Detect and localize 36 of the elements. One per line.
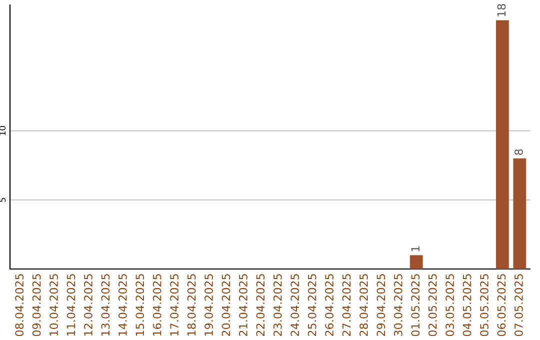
- x-tick-label: 07.05.2025: [514, 274, 523, 336]
- x-tick-label: 04.05.2025: [462, 274, 472, 336]
- bar: [513, 158, 526, 269]
- x-tick-label: 19.04.2025: [204, 274, 213, 336]
- x-tick-label: 13.04.2025: [101, 274, 110, 336]
- x-tick-label: 17.04.2025: [170, 274, 179, 336]
- x-tick-label: 16.04.2025: [152, 274, 162, 336]
- x-tick-label: 26.04.2025: [325, 274, 334, 336]
- x-tick-label: 14.04.2025: [118, 274, 127, 336]
- x-tick-label: 20.04.2025: [222, 274, 230, 336]
- x-tick-label: 11.04.2025: [66, 274, 76, 336]
- x-tick-label: 12.04.2025: [84, 274, 92, 336]
- x-tick-label: 28.04.2025: [360, 274, 368, 336]
- data-label: 8: [514, 149, 523, 155]
- x-tick-label: 15.04.2025: [136, 274, 144, 336]
- bar: [496, 20, 509, 269]
- x-tick-label: 29.04.2025: [376, 274, 386, 336]
- data-label: 18: [497, 4, 506, 16]
- x-tick-label: 25.04.2025: [308, 274, 316, 336]
- x-tick-label: 01.05.2025: [411, 274, 420, 336]
- x-tick-label: 22.04.2025: [256, 274, 265, 336]
- x-tick-label: 05.05.2025: [480, 274, 488, 336]
- x-tick-label: 10.04.2025: [50, 274, 58, 336]
- x-tick-label: 24.04.2025: [290, 274, 300, 336]
- x-tick-label: 18.04.2025: [187, 274, 196, 336]
- x-tick-label: 21.04.2025: [238, 274, 248, 336]
- x-tick-label: 02.05.2025: [428, 274, 437, 336]
- x-tick-label: 30.04.2025: [394, 274, 402, 336]
- x-tick-label: 06.05.2025: [497, 274, 506, 336]
- x-tick-label: 03.05.2025: [446, 274, 454, 336]
- bar: [410, 255, 423, 269]
- x-tick-label: 08.04.2025: [15, 274, 24, 336]
- data-label: 1: [411, 246, 420, 252]
- x-tick-label: 27.04.2025: [342, 274, 351, 336]
- x-tick-label: 09.04.2025: [32, 274, 41, 336]
- x-tick-label: 23.04.2025: [273, 274, 282, 336]
